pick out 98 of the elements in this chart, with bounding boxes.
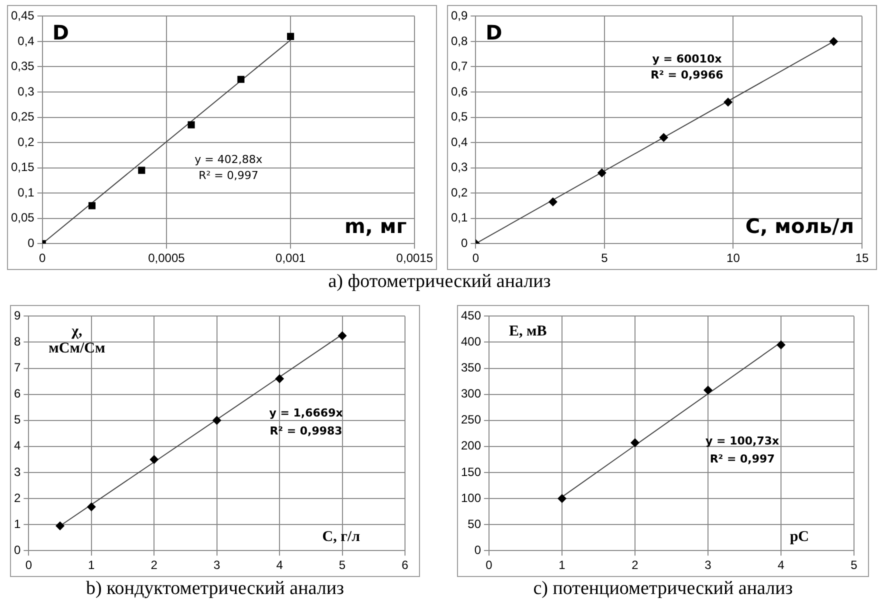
y-tick-label: 8 xyxy=(14,334,21,349)
y-tick-label: 0 xyxy=(460,236,468,250)
y-tick-label: 0,05 xyxy=(10,210,35,225)
y-axis-title: χ, мСм/См xyxy=(48,324,106,357)
x-tick-label: 15 xyxy=(855,251,869,266)
y-tick-label: 400 xyxy=(460,334,482,349)
x-tick-label: 5 xyxy=(601,251,608,266)
y-tick-label: 0,9 xyxy=(450,8,468,23)
x-tick-label: 10 xyxy=(726,251,740,266)
y-axis-title: D xyxy=(52,20,69,44)
x-tick-label: 0 xyxy=(39,251,46,266)
y-tick-label: 0,25 xyxy=(10,110,35,124)
y-tick-label: 0,2 xyxy=(18,134,35,149)
point xyxy=(88,202,96,210)
annotation: y = 402,88x xyxy=(194,153,263,166)
x-tick-label: 1 xyxy=(88,558,96,572)
point xyxy=(829,36,838,46)
point xyxy=(724,98,733,107)
point xyxy=(237,76,244,83)
point xyxy=(275,374,284,384)
x-tick-label: 4 xyxy=(276,558,284,572)
x-tick-label: 1 xyxy=(558,558,566,572)
y-tick-label: 0,3 xyxy=(18,84,35,98)
y-tick-label: 100 xyxy=(460,490,482,505)
y-tick-label: 0,8 xyxy=(450,34,468,48)
y-tick-label: 0 xyxy=(14,542,21,557)
x-tick-label: 6 xyxy=(402,558,409,572)
y-tick-label: 2 xyxy=(14,490,21,505)
text: a) фотометрический анализ xyxy=(327,271,552,293)
y-tick-label: 200 xyxy=(460,438,482,453)
y-axis-title: E, мВ xyxy=(509,324,547,340)
x-tick-label: 5 xyxy=(850,558,858,572)
x-tick-label: 5 xyxy=(338,558,346,572)
y-tick-label: 0,7 xyxy=(450,59,468,74)
x-tick-label: 3 xyxy=(213,558,220,572)
point xyxy=(212,416,222,425)
y-tick-label: 3 xyxy=(14,464,21,479)
annotation: y = 60010x xyxy=(652,52,722,66)
point xyxy=(56,521,65,530)
y-tick-label: 0,1 xyxy=(450,210,468,225)
annotation: y = 1,6669x xyxy=(269,406,343,420)
x-tick-label: 4 xyxy=(778,558,785,572)
point xyxy=(659,132,668,142)
x-axis-title: C, г/л xyxy=(322,528,361,545)
y-tick-label: 1 xyxy=(14,516,21,531)
point xyxy=(138,166,146,174)
y-tick-label: 350 xyxy=(460,360,482,375)
text: c) потенциометрический анализ xyxy=(532,578,794,600)
annotation: R² = 0,9983 xyxy=(270,424,342,438)
y-tick-label: 300 xyxy=(460,386,482,401)
y-tick-label: 0,3 xyxy=(450,160,468,174)
x-axis-title: m, мг xyxy=(344,214,407,238)
point xyxy=(704,386,713,395)
y-tick-label: 450 xyxy=(460,308,482,323)
y-tick-label: 0,6 xyxy=(450,84,468,98)
x-tick-label: 0,001 xyxy=(276,251,306,266)
annotation: R² = 0,9966 xyxy=(650,68,724,82)
y-tick-label: 0,35 xyxy=(10,59,35,74)
y-tick-label: 150 xyxy=(460,464,482,479)
y-tick-label: 0,15 xyxy=(10,160,35,174)
y-tick-label: 250 xyxy=(460,412,482,427)
text: b) кондуктометрический анализ xyxy=(84,578,346,600)
x-tick-label: 3 xyxy=(704,558,712,572)
point xyxy=(287,32,294,40)
point xyxy=(150,454,159,464)
y-tick-label: 0 xyxy=(28,236,35,250)
x-tick-label: 0,0015 xyxy=(396,251,434,266)
y-tick-label: 50 xyxy=(468,516,482,531)
y-tick-label: 0,2 xyxy=(450,185,468,200)
y-tick-label: 4 xyxy=(14,438,21,453)
y-tick-label: 0,45 xyxy=(10,8,35,23)
x-tick-label: 2 xyxy=(150,558,158,572)
point xyxy=(597,168,606,178)
y-tick-label: 0,4 xyxy=(450,134,468,149)
y-tick-label: 0,5 xyxy=(450,110,468,124)
annotation: R² = 0,997 xyxy=(710,452,775,466)
y-axis-title: D xyxy=(486,20,502,44)
y-tick-label: 0,4 xyxy=(18,34,35,48)
x-tick-label: 0 xyxy=(486,558,493,572)
annotation: R² = 0,997 xyxy=(198,169,258,182)
point xyxy=(558,494,567,504)
y-tick-label: 0,1 xyxy=(18,185,35,200)
x-tick-label: 2 xyxy=(632,558,639,572)
annotation: y = 100,73x xyxy=(706,434,780,448)
y-tick-label: 5 xyxy=(14,412,21,427)
y-tick-label: 6 xyxy=(14,386,21,401)
point xyxy=(338,331,347,340)
x-tick-label: 0,0005 xyxy=(148,251,186,266)
point xyxy=(86,502,96,512)
point xyxy=(548,197,558,206)
point xyxy=(776,340,786,350)
y-tick-label: 9 xyxy=(14,308,21,323)
y-tick-label: 0 xyxy=(474,542,482,557)
x-axis-title: pC xyxy=(790,528,809,545)
y-tick-label: 7 xyxy=(14,360,21,375)
x-axis-title: C, моль/л xyxy=(745,214,854,238)
point xyxy=(630,438,640,448)
point xyxy=(188,121,195,128)
